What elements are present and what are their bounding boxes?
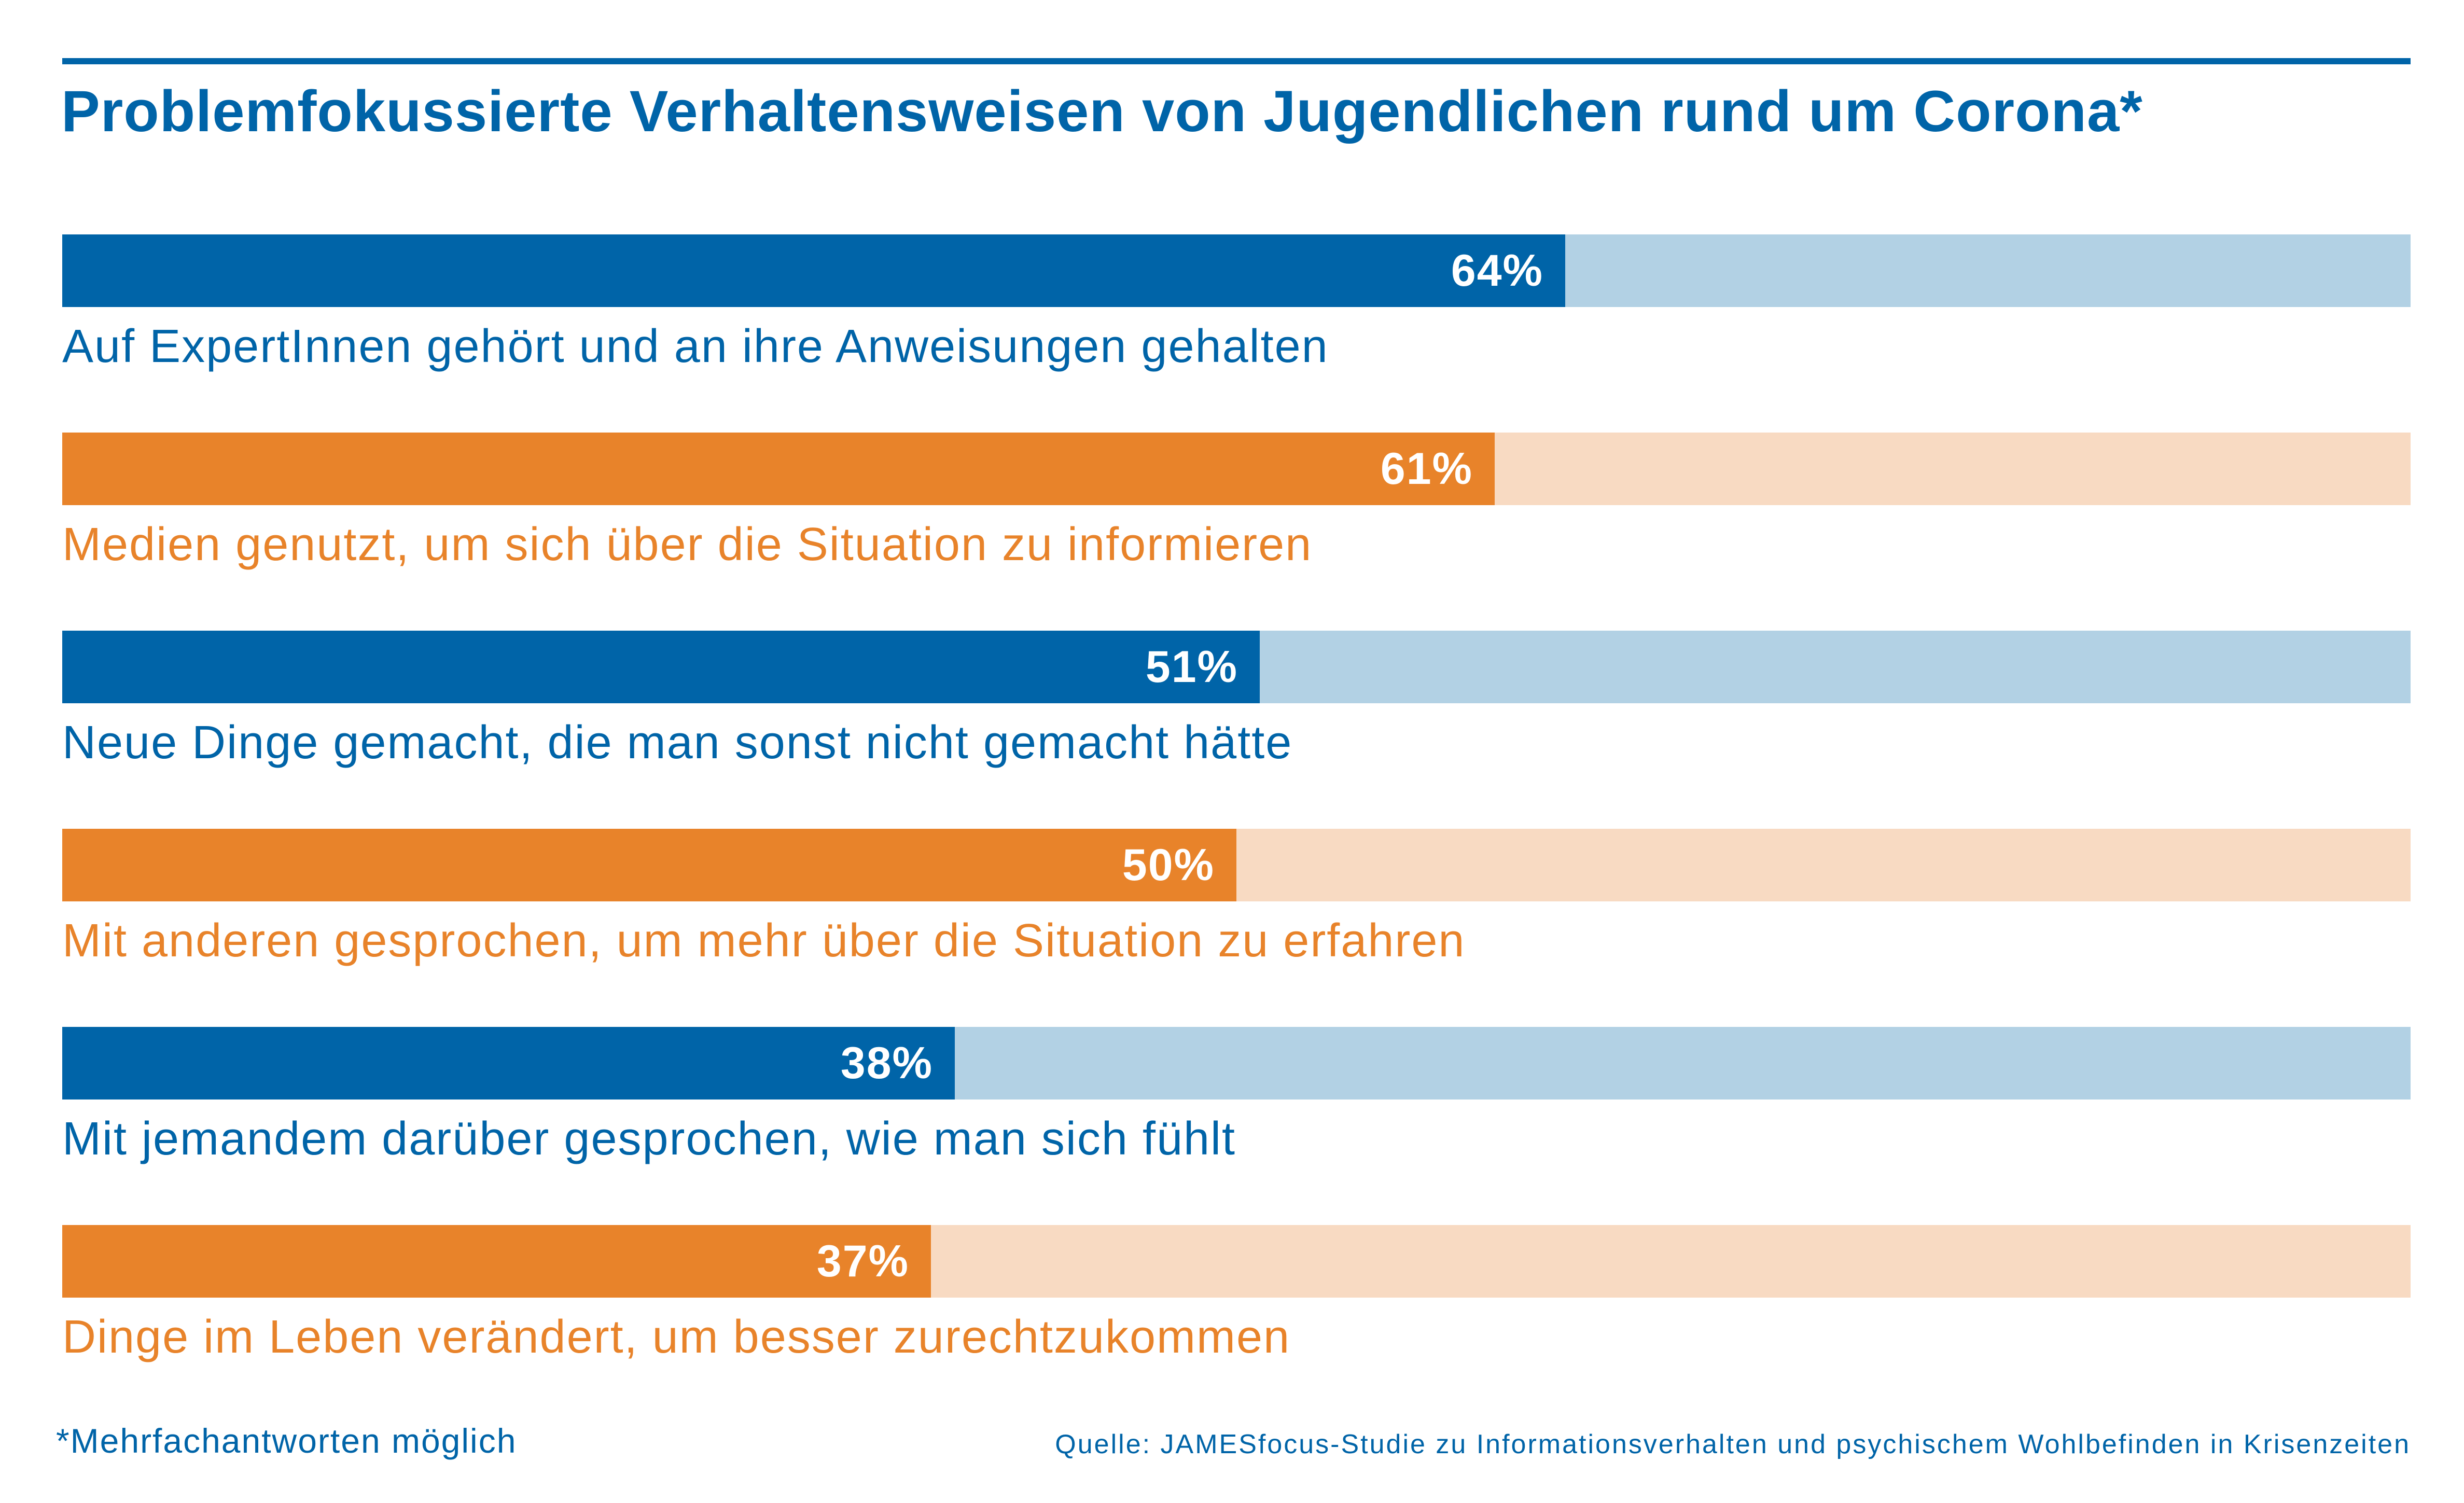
category-label: Dinge im Leben verändert, um besser zure… [62,1311,1291,1363]
bar-value-label: 64% [1451,246,1543,296]
bar-value-label: 37% [816,1236,909,1286]
bar [62,631,1260,703]
title-rule [62,58,2411,64]
bar [62,234,1565,307]
bar-value-label: 38% [840,1038,933,1088]
bar-value-label: 51% [1145,642,1238,692]
source-note: Quelle: JAMESfocus-Studie zu Information… [1055,1429,2411,1459]
category-label: Mit anderen gesprochen, um mehr über die… [62,915,1466,967]
bar-value-label: 50% [1122,840,1215,890]
category-label: Mit jemandem darüber gesprochen, wie man… [62,1113,1236,1165]
category-label: Neue Dinge gemacht, die man sonst nicht … [62,717,1293,769]
category-label: Auf ExpertInnen gehört und an ihre Anwei… [62,321,1329,372]
bar [62,433,1495,505]
bar-value-label: 61% [1380,444,1473,494]
bar [62,829,1236,901]
footnote: *Mehrfachantworten möglich [56,1422,517,1460]
bar [62,1027,955,1100]
bar [62,1225,931,1298]
category-label: Medien genutzt, um sich über die Situati… [62,519,1313,570]
chart-title: Problemfokussierte Verhaltensweisen von … [61,79,2143,144]
